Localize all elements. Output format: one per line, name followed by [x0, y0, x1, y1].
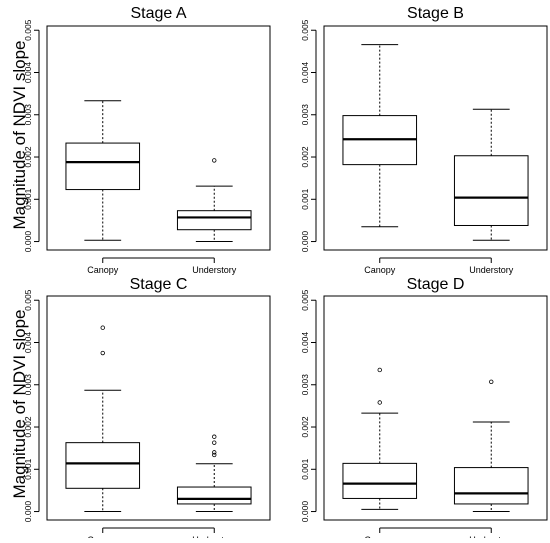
y-tick-label: 0.001 — [300, 188, 310, 210]
box-understory — [176, 434, 252, 513]
outlier-point — [377, 400, 382, 405]
panel-title: Stage C — [130, 276, 188, 293]
plot-frame — [46, 295, 271, 521]
panel-stage-c: Stage C0.0000.0010.0020.0030.0040.005Can… — [23, 276, 271, 543]
y-tick-label: 0.001 — [23, 458, 33, 480]
y-tick-label: 0.004 — [300, 62, 310, 84]
outlier-point — [100, 325, 105, 330]
iqr-box — [453, 467, 529, 505]
y-tick-label: 0.002 — [23, 416, 33, 438]
y-tick-label: 0.005 — [23, 19, 33, 41]
box-understory — [176, 158, 252, 243]
y-tick-label: 0.003 — [23, 374, 33, 396]
x-tick-label: Canopy — [87, 265, 119, 275]
y-tick-label: 0.000 — [23, 501, 33, 523]
box-understory — [453, 108, 529, 241]
y-axis-label-text: Magnitude of NDVI slope — [10, 309, 29, 498]
outlier-point — [377, 367, 382, 373]
y-tick-label: 0.004 — [300, 332, 310, 354]
y-axis-label-bottom: Magnitude of NDVI slope — [0, 269, 40, 538]
x-tick-label: Canopy — [364, 265, 396, 275]
x-tick-label: Understory — [192, 265, 237, 275]
y-tick-label: 0.001 — [23, 188, 33, 210]
x-tick-label: Understory — [469, 265, 514, 275]
y-tick-label: 0.005 — [300, 19, 310, 41]
y-tick-label: 0.000 — [300, 231, 310, 253]
box-canopy — [65, 100, 141, 241]
plot-frame — [323, 295, 548, 521]
y-tick-label: 0.001 — [300, 458, 310, 480]
y-tick-label: 0.003 — [300, 374, 310, 396]
outlier-point — [212, 158, 217, 163]
y-tick-label: 0.002 — [300, 146, 310, 168]
iqr-box — [65, 442, 141, 489]
iqr-box — [176, 486, 252, 505]
box-canopy — [342, 44, 418, 228]
box-canopy — [65, 325, 141, 513]
y-tick-label: 0.000 — [23, 231, 33, 253]
panel-stage-b: Stage B 0.000 0.001 0.002 0.003 0.004 0.005 Can… — [300, 5, 548, 275]
box-canopy — [342, 367, 418, 510]
y-tick-label: 0.004 — [23, 62, 33, 84]
y-tick-label: 0.005 — [23, 289, 33, 311]
iqr-box — [65, 142, 141, 191]
iqr-box — [453, 155, 529, 226]
y-tick-label: 0.000 — [300, 501, 310, 523]
outlier-point — [212, 450, 217, 455]
panel-stage-a: Stage A 0.000 0.001 0.002 0.003 0.004 0.005 Can… — [23, 5, 271, 275]
outlier-point — [212, 434, 217, 439]
y-tick-label: 0.003 — [23, 104, 33, 126]
outlier-point — [100, 350, 105, 356]
y-tick-label: 0.004 — [23, 332, 33, 354]
plot-frame — [46, 25, 271, 251]
panel-title: Stage D — [407, 276, 465, 293]
box-understory — [453, 379, 529, 513]
plot-frame — [323, 25, 548, 251]
y-axis-label-top: Magnitude of NDVI slope — [0, 0, 40, 269]
panel-stage-d: Stage D0.0000.0010.0020.0030.0040.005Can… — [300, 276, 548, 543]
outlier-point — [489, 379, 494, 384]
y-tick-label: 0.003 — [300, 104, 310, 126]
y-tick-label: 0.002 — [300, 416, 310, 438]
y-axis-label-text: Magnitude of NDVI slope — [10, 40, 29, 229]
panel-title: Stage A — [130, 5, 186, 22]
iqr-box — [176, 210, 252, 231]
iqr-box — [342, 462, 418, 499]
y-tick-label: 0.002 — [23, 146, 33, 168]
outlier-point — [212, 440, 217, 445]
y-tick-label: 0.005 — [300, 289, 310, 311]
panel-title: Stage B — [407, 5, 464, 22]
outlier-point — [212, 452, 217, 458]
